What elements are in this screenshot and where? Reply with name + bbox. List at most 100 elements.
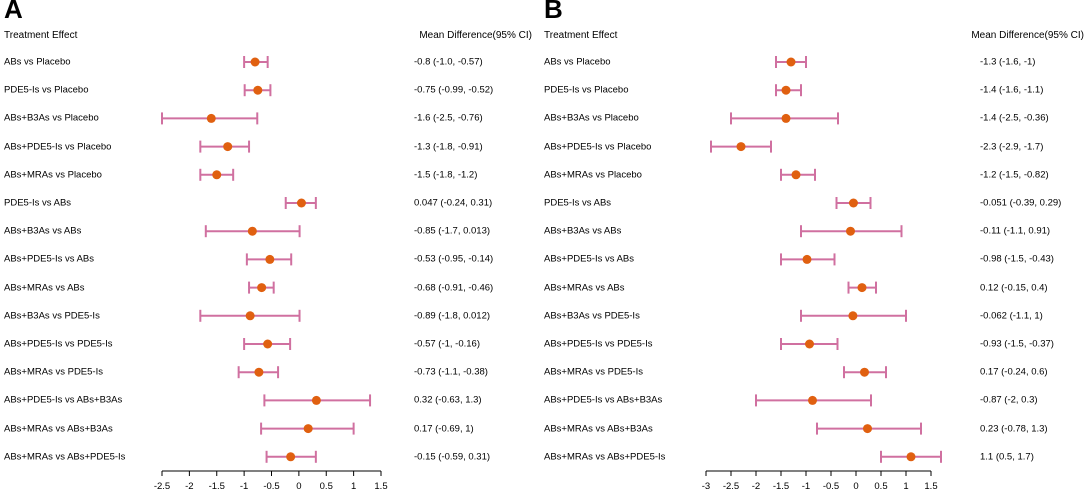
row-label-b-3: ABs+PDE5-Is vs Placebo: [544, 141, 652, 153]
row-label-b-4: ABs+MRAs vs Placebo: [544, 169, 642, 181]
point-estimate-b-3: [736, 142, 746, 152]
x-tick-label-b-0: -3: [702, 481, 710, 492]
point-estimate-b-1: [781, 85, 791, 95]
x-tick-label-a-3: -1: [240, 481, 248, 492]
x-tick-label-b-1: -2.5: [723, 481, 739, 492]
x-tick-label-a-4: -0.5: [263, 481, 279, 492]
row-label-a-9: ABs+B3As vs PDE5-Is: [4, 310, 100, 322]
ci-text-b-4: -1.2 (-1.5, -0.82): [980, 169, 1049, 181]
mean-difference-header-b: Mean Difference(95% CI): [971, 30, 1084, 41]
row-label-a-10: ABs+PDE5-Is vs PDE5-Is: [4, 338, 113, 350]
point-estimate-b-6: [846, 226, 855, 236]
point-estimate-b-0: [786, 57, 796, 67]
row-label-b-13: ABs+MRAs vs ABs+B3As: [544, 423, 653, 435]
x-tick-label-a-7: 1: [351, 481, 356, 492]
x-tick-label-a-0: -2.5: [154, 481, 170, 492]
row-label-b-2: ABs+B3As vs Placebo: [544, 112, 639, 124]
mean-difference-header-a: Mean Difference(95% CI): [419, 30, 532, 41]
row-label-a-0: ABs vs Placebo: [4, 56, 71, 68]
ci-text-b-12: -0.87 (-2, 0.3): [980, 394, 1038, 406]
ci-text-a-8: -0.68 (-0.91, -0.46): [414, 282, 494, 294]
row-label-a-3: ABs+PDE5-Is vs Placebo: [4, 141, 112, 153]
point-estimate-b-14: [906, 452, 916, 462]
x-tick-label-a-5: 0: [296, 481, 301, 492]
ci-text-b-1: -1.4 (-1.6, -1.1): [980, 84, 1044, 96]
ci-text-b-13: 0.23 (-0.78, 1.3): [980, 423, 1048, 435]
row-label-a-12: ABs+PDE5-Is vs ABs+B3As: [4, 394, 123, 406]
x-tick-label-b-7: 0.5: [874, 481, 887, 492]
panel-label-b: B: [544, 0, 563, 24]
ci-text-b-5: -0.051 (-0.39, 0.29): [980, 197, 1062, 209]
ci-text-a-1: -0.75 (-0.99, -0.52): [414, 84, 494, 96]
point-estimate-b-7: [802, 254, 812, 264]
x-tick-label-a-1: -2: [185, 481, 193, 492]
row-label-b-8: ABs+MRAs vs ABs: [544, 282, 625, 294]
ci-text-b-2: -1.4 (-2.5, -0.36): [980, 112, 1049, 124]
ci-text-a-11: -0.73 (-1.1, -0.38): [414, 366, 488, 378]
row-label-a-7: ABs+PDE5-Is vs ABs: [4, 253, 95, 265]
row-label-b-7: ABs+PDE5-Is vs ABs: [544, 253, 635, 265]
point-estimate-a-1: [253, 85, 263, 95]
ci-text-b-0: -1.3 (-1.6, -1): [980, 56, 1036, 68]
point-estimate-a-8: [257, 283, 267, 293]
treatment-effect-header-b: Treatment Effect: [544, 30, 618, 41]
point-estimate-a-11: [254, 367, 264, 377]
x-tick-label-b-8: 1: [903, 481, 908, 492]
row-label-b-5: PDE5-Is vs ABs: [544, 197, 612, 209]
point-estimate-a-0: [250, 57, 260, 67]
ci-text-b-7: -0.98 (-1.5, -0.43): [980, 253, 1054, 265]
ci-text-a-14: -0.15 (-0.59, 0.31): [414, 451, 491, 463]
point-estimate-a-4: [212, 170, 222, 180]
row-label-a-5: PDE5-Is vs ABs: [4, 197, 72, 209]
ci-text-a-12: 0.32 (-0.63, 1.3): [414, 394, 482, 406]
x-tick-label-a-8: 1.5: [374, 481, 387, 492]
plot-area-b: -3 -2.5 -2 -1.5 -1 -0.5 0 0.5 1 1.5: [702, 56, 942, 492]
ci-text-a-9: -0.89 (-1.8, 0.012): [414, 310, 491, 322]
forest-plot-b: -3 -2.5 -2 -1.5 -1 -0.5 0 0.5 1 1.5 B Treatment E…: [540, 0, 1086, 495]
point-estimate-a-3: [223, 142, 233, 152]
x-tick-label-a-6: 0.5: [320, 481, 333, 492]
ci-text-a-13: 0.17 (-0.69, 1): [414, 423, 474, 435]
ci-text-b-8: 0.12 (-0.15, 0.4): [980, 282, 1048, 294]
x-tick-label-b-2: -2: [752, 481, 760, 492]
ci-text-b-9: -0.062 (-1.1, 1): [980, 310, 1043, 322]
row-label-a-14: ABs+MRAs vs ABs+PDE5-Is: [4, 451, 126, 463]
point-estimate-b-5: [848, 198, 858, 208]
ci-text-b-10: -0.93 (-1.5, -0.37): [980, 338, 1054, 350]
point-estimate-a-6: [247, 226, 257, 236]
ci-text-b-14: 1.1 (0.5, 1.7): [980, 451, 1034, 463]
point-estimate-b-8: [857, 283, 867, 293]
x-tick-label-b-3: -1.5: [773, 481, 789, 492]
row-label-b-11: ABs+MRAs vs PDE5-Is: [544, 366, 643, 378]
x-tick-label-b-6: 0: [853, 481, 858, 492]
point-estimate-b-13: [863, 424, 872, 434]
point-estimate-b-12: [808, 395, 817, 405]
ci-text-a-10: -0.57 (-1, -0.16): [414, 338, 480, 350]
row-label-a-1: PDE5-Is vs Placebo: [4, 84, 89, 96]
ci-text-b-11: 0.17 (-0.24, 0.6): [980, 366, 1048, 378]
ci-text-b-6: -0.11 (-1.1, 0.91): [980, 225, 1051, 237]
point-estimate-b-9: [848, 311, 858, 321]
x-tick-label-b-4: -1: [802, 481, 810, 492]
point-estimate-b-2: [781, 113, 791, 123]
point-estimate-a-9: [245, 311, 255, 321]
ci-text-a-0: -0.8 (-1.0, -0.57): [414, 56, 483, 68]
row-label-b-0: ABs vs Placebo: [544, 56, 611, 68]
row-label-b-1: PDE5-Is vs Placebo: [544, 84, 629, 96]
row-label-a-11: ABs+MRAs vs PDE5-Is: [4, 366, 103, 378]
point-estimate-a-13: [303, 424, 313, 434]
point-estimate-a-2: [206, 113, 216, 123]
forest-plot-a: -2.5 -2 -1.5 -1 -0.5 0 0.5 1 1.5 A Treatment Eff…: [0, 0, 540, 495]
point-estimate-b-10: [805, 339, 814, 349]
point-estimate-a-12: [311, 395, 321, 405]
row-label-b-14: ABs+MRAs vs ABs+PDE5-Is: [544, 451, 666, 463]
row-label-b-9: ABs+B3As vs PDE5-Is: [544, 310, 640, 322]
row-label-a-2: ABs+B3As vs Placebo: [4, 112, 99, 124]
point-estimate-a-10: [263, 339, 273, 349]
point-estimate-b-4: [791, 170, 801, 180]
ci-text-a-7: -0.53 (-0.95, -0.14): [414, 253, 494, 265]
row-label-a-6: ABs+B3As vs ABs: [4, 225, 82, 237]
ci-text-a-6: -0.85 (-1.7, 0.013): [414, 225, 491, 237]
panel-label-a: A: [4, 0, 23, 24]
plot-area-a: -2.5 -2 -1.5 -1 -0.5 0 0.5 1 1.5: [154, 56, 388, 492]
